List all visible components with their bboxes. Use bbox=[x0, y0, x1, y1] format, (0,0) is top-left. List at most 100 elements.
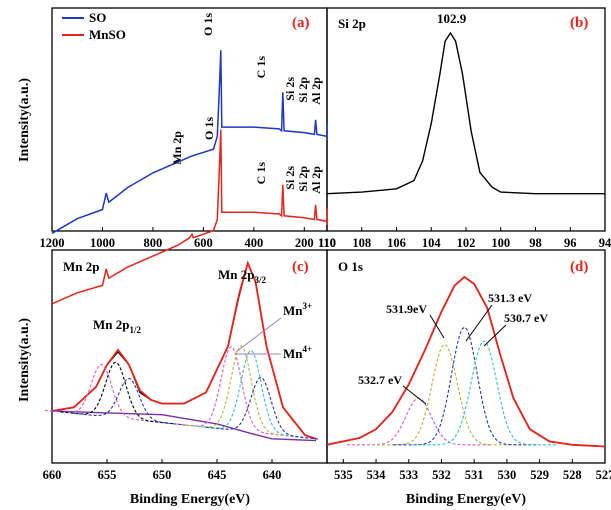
svg-text:Mn3+: Mn3+ bbox=[283, 301, 312, 318]
series-mnso bbox=[51, 129, 328, 305]
panel-b-frame bbox=[326, 7, 606, 232]
d-arrow-5307 bbox=[483, 324, 507, 347]
d-label-5319: 531.9eV bbox=[386, 302, 427, 316]
x-tick-label: 104 bbox=[422, 236, 442, 250]
x-tick-label: 645 bbox=[208, 468, 227, 482]
x-tick-label: 200 bbox=[295, 236, 314, 250]
d-label-5327: 532.7 eV bbox=[358, 373, 402, 387]
panel-c-title: Mn 2p bbox=[63, 259, 99, 274]
a-so-o1s-label: O 1s bbox=[201, 13, 215, 36]
x-tick-label: 650 bbox=[153, 468, 172, 482]
d-arrows bbox=[402, 304, 507, 405]
x-tick-label: 527 bbox=[596, 468, 611, 482]
x-tick-label: 600 bbox=[194, 236, 213, 250]
d-arrow-5319 bbox=[429, 314, 445, 339]
x-tick-label: 533 bbox=[399, 468, 418, 482]
x-tick-label: 655 bbox=[98, 468, 117, 482]
x-tick-label: 108 bbox=[352, 236, 371, 250]
x-tick-label: 98 bbox=[529, 236, 542, 250]
x-tick-label: 532 bbox=[432, 468, 451, 482]
fit-component-comp3 bbox=[71, 377, 187, 426]
x-tick-label: 530 bbox=[498, 468, 517, 482]
fit-component-comp6 bbox=[193, 349, 309, 439]
series-baseline bbox=[51, 410, 317, 442]
panel-c-x-ticks: 660 655 650 645 640 bbox=[43, 459, 282, 482]
x-tick-label: 102 bbox=[457, 236, 476, 250]
d-label-5307: 530.7 eV bbox=[504, 311, 548, 325]
fit-component-c532.7 bbox=[346, 397, 491, 446]
c-arrows bbox=[235, 317, 282, 355]
svg-text:Mn 2p3/2: Mn 2p3/2 bbox=[218, 267, 266, 285]
panel-b-letter: (b) bbox=[570, 15, 588, 31]
x-tick-label: 106 bbox=[387, 236, 406, 250]
svg-text:Mn4+: Mn4+ bbox=[283, 344, 312, 361]
x-tick-label: 535 bbox=[334, 468, 353, 482]
panel-c-letter: (c) bbox=[292, 259, 309, 275]
panel-a-annotations: O 1s C 1s Si 2s Si 2p Al 2p O 1s C 1s Si… bbox=[170, 13, 323, 194]
d-arrow-5327 bbox=[402, 385, 427, 405]
x-tick-label: 400 bbox=[244, 236, 263, 250]
x-tick-label: 529 bbox=[530, 468, 549, 482]
panel-a-plot bbox=[51, 50, 328, 305]
panel-a-x-ticks: 1200 1000 800 600 400 200 110 bbox=[40, 227, 336, 250]
a-so-si2p-label: Si 2p bbox=[296, 77, 310, 103]
fit-component-c530.7 bbox=[412, 340, 556, 446]
x-tick-label: 800 bbox=[144, 236, 163, 250]
a-so-al2p-label: Al 2p bbox=[309, 77, 323, 105]
series-fit bbox=[51, 260, 317, 440]
x-tick-label: 96 bbox=[564, 236, 577, 250]
fit-component-comp2 bbox=[58, 361, 174, 425]
a-mn-c1s-label: C 1s bbox=[254, 162, 268, 185]
panel-d-title: O 1s bbox=[338, 259, 363, 274]
x-tick-label: 1200 bbox=[40, 236, 65, 250]
a-mn-o1s-label: O 1s bbox=[202, 117, 216, 140]
d-arrow-5313 bbox=[465, 304, 493, 342]
series-spectrum bbox=[326, 31, 605, 195]
panel-d-x-ticks: 535 534 533 532 531 530 529 528 527 bbox=[334, 459, 611, 482]
x-tick-label: 640 bbox=[263, 468, 282, 482]
panel-c-plot bbox=[44, 260, 319, 442]
x-tick-label: 1000 bbox=[90, 236, 115, 250]
c-mn4-label: Mn4+ bbox=[283, 344, 312, 361]
x-tick-label: 531 bbox=[465, 468, 484, 482]
panel-b-title: Si 2p bbox=[338, 16, 366, 31]
x-tick-label: 100 bbox=[491, 236, 510, 250]
panel-b-x-ticks: 110 108 106 104 102 100 98 96 94 bbox=[318, 227, 611, 250]
x-tick-label: 94 bbox=[599, 236, 611, 250]
panel-b-peak-label: 102.9 bbox=[437, 11, 467, 26]
svg-text:Mn 2p1/2: Mn 2p1/2 bbox=[93, 317, 141, 335]
x-tick-label: 110 bbox=[318, 236, 336, 250]
x-axis-label-c: Binding Energy(eV) bbox=[130, 492, 251, 507]
panel-b-plot bbox=[326, 31, 605, 195]
series-fit bbox=[326, 275, 606, 448]
fit-component-comp5 bbox=[183, 345, 299, 438]
panel-d-frame bbox=[326, 249, 606, 464]
fit-component-c531.3 bbox=[392, 326, 537, 446]
a-mn-mn2p-label: Mn 2p bbox=[170, 131, 184, 165]
x-axis-label-d: Binding Energy(eV) bbox=[406, 492, 527, 507]
fit-component-comp1 bbox=[44, 363, 159, 423]
a-so-c1s-label: C 1s bbox=[254, 56, 268, 79]
c-mn2p12-label: Mn 2p1/2 bbox=[93, 317, 141, 335]
panel-a-legend: SO MnSO bbox=[62, 10, 126, 42]
c-mn2p32-label: Mn 2p3/2 bbox=[218, 267, 266, 285]
x-tick-label: 528 bbox=[563, 468, 582, 482]
x-tick-label: 110 bbox=[318, 236, 336, 250]
panel-d-plot bbox=[326, 275, 606, 448]
x-tick-label: 660 bbox=[43, 468, 62, 482]
legend-mnso-label: MnSO bbox=[89, 27, 126, 42]
legend-so-label: SO bbox=[89, 10, 106, 25]
series-measured bbox=[326, 276, 606, 448]
fit-component-c531.9 bbox=[372, 343, 517, 446]
panel-d-letter: (d) bbox=[570, 259, 588, 275]
y-axis-label-bottom: Intensity(a.u.) bbox=[17, 318, 32, 402]
y-axis-label-top: Intensity(a.u.) bbox=[17, 78, 32, 162]
fit-component-comp4 bbox=[174, 345, 289, 437]
c-arrow-mn3 bbox=[235, 317, 282, 353]
a-so-si2s-label: Si 2s bbox=[283, 77, 297, 101]
d-label-5313: 531.3 eV bbox=[488, 291, 532, 305]
a-mn-si2s-label: Si 2s bbox=[283, 166, 297, 190]
series-so bbox=[51, 50, 328, 234]
a-mn-al2p-label: Al 2p bbox=[309, 166, 323, 194]
